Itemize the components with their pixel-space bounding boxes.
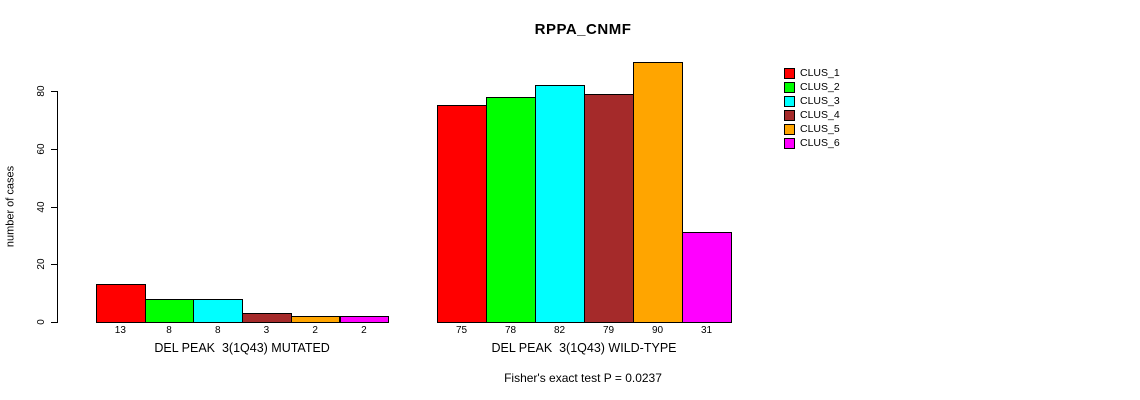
bar-clus_2-group1 <box>144 298 195 323</box>
group-axis-label: DEL PEAK 3(1Q43) MUTATED <box>154 341 330 355</box>
bar-value-label: 13 <box>114 325 126 336</box>
bar-clus_6-group2 <box>682 232 732 323</box>
bar-clus_5-group1 <box>290 316 341 323</box>
bar-clus_3-group1 <box>193 298 244 323</box>
bar-value-label: 3 <box>263 325 270 336</box>
bar-clus_1-group1 <box>96 284 146 323</box>
y-tick-mark <box>51 322 57 323</box>
legend-label: CLUS_2 <box>800 80 840 93</box>
y-tick-label: 60 <box>36 143 47 155</box>
legend-swatch-icon <box>784 123 795 135</box>
y-tick-label: 40 <box>36 200 47 213</box>
legend-row: CLUS_5 <box>784 122 840 136</box>
chart-title: RPPA_CNMF <box>534 21 632 38</box>
bar-value-label: 79 <box>602 325 615 336</box>
y-tick-mark <box>51 264 57 266</box>
legend-row: CLUS_3 <box>784 94 840 108</box>
bar-clus_5-group2 <box>633 62 683 323</box>
y-tick-mark <box>51 91 57 92</box>
legend-swatch-icon <box>784 137 795 149</box>
bar-clus_1-group2 <box>437 105 487 323</box>
bar-value-label: 8 <box>214 325 221 336</box>
y-axis-line <box>57 91 58 323</box>
y-axis-title: number of cases <box>4 165 17 248</box>
bar-value-label: 8 <box>166 325 172 336</box>
bar-value-label: 31 <box>700 325 713 336</box>
annotation-text: Fisher's exact test P = 0.0237 <box>504 371 662 385</box>
legend-row: CLUS_4 <box>784 108 840 122</box>
bar-value-label: 78 <box>504 325 517 336</box>
y-tick-mark <box>51 148 57 150</box>
legend-swatch-icon <box>784 81 795 93</box>
legend-label: CLUS_1 <box>800 66 840 79</box>
y-tick-mark <box>51 206 57 208</box>
bar-clus_3-group2 <box>535 85 585 323</box>
bar-value-label: 2 <box>361 325 367 336</box>
legend-row: CLUS_6 <box>784 136 840 150</box>
bar-clus_2-group2 <box>486 96 536 323</box>
bar-clus_4-group1 <box>242 313 292 323</box>
bar-clus_6-group1 <box>339 316 390 323</box>
bar-value-label: 75 <box>455 325 468 336</box>
legend-label: CLUS_3 <box>800 94 840 107</box>
y-tick-label: 80 <box>36 85 47 97</box>
bar-value-label: 2 <box>312 325 318 336</box>
bar-clus_4-group2 <box>584 93 634 323</box>
y-tick-label: 0 <box>36 319 47 325</box>
legend: CLUS_1 CLUS_2 CLUS_3 CLUS_4 CLUS_5 CLUS_6 <box>784 66 840 150</box>
y-tick-label: 20 <box>36 258 47 270</box>
bar-value-label: 90 <box>651 325 664 336</box>
legend-label: CLUS_5 <box>800 122 840 135</box>
legend-swatch-icon <box>784 67 795 79</box>
legend-row: CLUS_2 <box>784 80 840 94</box>
legend-swatch-icon <box>784 109 795 121</box>
group-axis-label: DEL PEAK 3(1Q43) WILD-TYPE <box>491 341 677 355</box>
legend-label: CLUS_4 <box>800 108 840 121</box>
bar-value-label: 82 <box>553 325 566 336</box>
legend-swatch-icon <box>784 95 795 107</box>
legend-label: CLUS_6 <box>800 136 840 149</box>
legend-row: CLUS_1 <box>784 66 840 80</box>
